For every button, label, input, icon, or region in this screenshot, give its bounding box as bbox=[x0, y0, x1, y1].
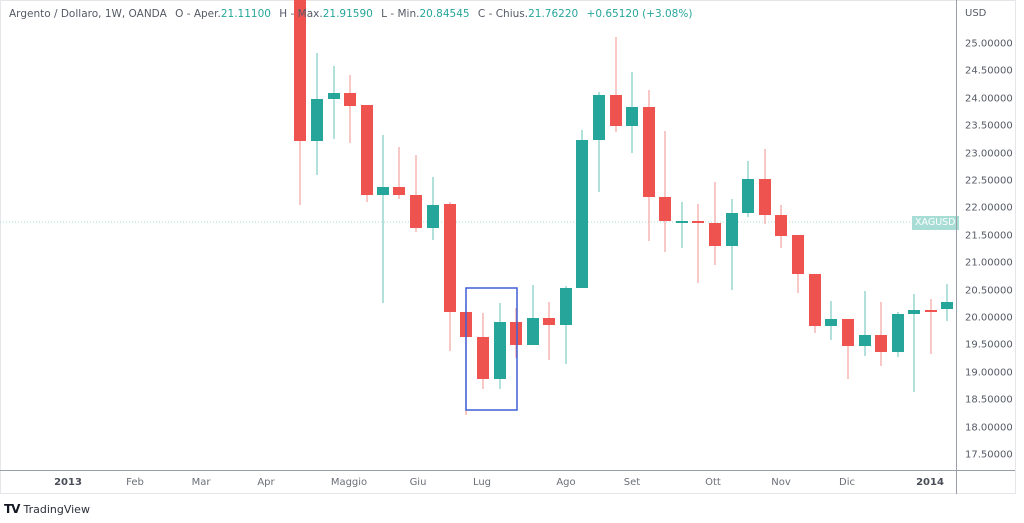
chart-legend: Argento / Dollaro, 1W, OANDA O - Aper.21… bbox=[9, 8, 692, 20]
candle[interactable] bbox=[692, 204, 704, 283]
price-tick: 17.50000 bbox=[965, 449, 1013, 461]
candle[interactable] bbox=[726, 199, 738, 290]
price-axis[interactable]: USD 25.00000 24.50000 24.00000 23.50000 23.0… bbox=[956, 0, 1016, 470]
price-tick: 22.00000 bbox=[965, 202, 1013, 214]
candle[interactable] bbox=[626, 72, 638, 153]
candle[interactable] bbox=[759, 149, 771, 224]
low-label: L - Min. bbox=[381, 8, 420, 20]
candle[interactable] bbox=[875, 302, 887, 366]
candle[interactable] bbox=[410, 155, 422, 232]
price-tick: 24.00000 bbox=[965, 93, 1013, 105]
candle[interactable] bbox=[543, 302, 555, 360]
candle[interactable] bbox=[477, 313, 489, 389]
tradingview-logo-icon: TV bbox=[4, 502, 21, 516]
candle[interactable] bbox=[328, 66, 340, 139]
chart-frame[interactable] bbox=[0, 0, 1016, 494]
candle[interactable] bbox=[809, 274, 821, 333]
candle[interactable] bbox=[527, 285, 539, 345]
axis-corner bbox=[956, 471, 957, 494]
candle[interactable] bbox=[593, 92, 605, 192]
time-tick: Apr bbox=[257, 477, 275, 488]
open-label: O - Aper. bbox=[175, 8, 221, 20]
candle[interactable] bbox=[941, 284, 953, 321]
time-tick: Feb bbox=[126, 477, 144, 488]
time-tick: Mar bbox=[191, 477, 211, 488]
high-label: H - Max. bbox=[279, 8, 323, 20]
candle[interactable] bbox=[908, 294, 920, 392]
close-value: 21.76220 bbox=[528, 8, 579, 20]
currency-label[interactable]: USD bbox=[965, 8, 987, 19]
price-tick: 18.50000 bbox=[965, 394, 1013, 406]
candle[interactable] bbox=[494, 303, 506, 389]
time-tick: Maggio bbox=[330, 477, 368, 488]
time-tick: Ott bbox=[705, 477, 721, 488]
price-tick: 20.50000 bbox=[965, 285, 1013, 297]
price-tick: 21.50000 bbox=[965, 230, 1013, 242]
price-tick: 22.50000 bbox=[965, 175, 1013, 187]
candle[interactable] bbox=[311, 53, 323, 175]
candle[interactable] bbox=[444, 202, 456, 351]
candle[interactable] bbox=[842, 319, 854, 379]
candle[interactable] bbox=[709, 182, 721, 265]
candle[interactable] bbox=[892, 312, 904, 357]
price-tick: 19.00000 bbox=[965, 367, 1013, 379]
price-tick: 20.00000 bbox=[965, 312, 1013, 324]
time-tick: 2013 bbox=[54, 477, 82, 488]
change-value: +0.65120 (+3.08%) bbox=[586, 8, 693, 20]
symbol-title[interactable]: Argento / Dollaro, 1W, OANDA bbox=[9, 8, 167, 20]
close-label: C - Chius. bbox=[477, 8, 529, 20]
candle[interactable] bbox=[775, 205, 787, 248]
time-tick: Set bbox=[623, 477, 641, 488]
time-tick: Ago bbox=[556, 477, 576, 488]
candle[interactable] bbox=[676, 202, 688, 248]
time-tick: Giu bbox=[409, 477, 427, 488]
time-tick: Nov bbox=[771, 477, 791, 488]
price-tick: 19.50000 bbox=[965, 339, 1013, 351]
price-tick: 23.00000 bbox=[965, 148, 1013, 160]
symbol-price-tag: XAGUSD bbox=[912, 216, 959, 230]
candle[interactable] bbox=[792, 235, 804, 293]
time-tick: 2014 bbox=[916, 477, 944, 488]
candle[interactable] bbox=[361, 105, 373, 202]
time-tick: Lug bbox=[472, 477, 492, 488]
tradingview-brand[interactable]: TV TradingView bbox=[4, 502, 90, 516]
low-value: 20.84545 bbox=[419, 8, 470, 20]
time-tick: Dic bbox=[839, 477, 855, 488]
candle[interactable] bbox=[560, 286, 572, 364]
candle[interactable] bbox=[643, 90, 655, 241]
open-value: 21.11100 bbox=[220, 8, 271, 20]
candle[interactable] bbox=[925, 299, 937, 354]
candle[interactable] bbox=[659, 131, 671, 252]
price-tick: 18.00000 bbox=[965, 422, 1013, 434]
price-tick: 25.00000 bbox=[965, 38, 1013, 50]
candle[interactable] bbox=[859, 291, 871, 356]
price-tick: 24.50000 bbox=[965, 65, 1013, 77]
candle[interactable] bbox=[294, 0, 306, 205]
candle[interactable] bbox=[344, 75, 356, 143]
candle[interactable] bbox=[427, 177, 439, 240]
price-tick: 21.00000 bbox=[965, 257, 1013, 269]
high-value: 21.91590 bbox=[322, 8, 373, 20]
brand-name: TradingView bbox=[23, 502, 90, 516]
candle[interactable] bbox=[393, 147, 405, 199]
candle[interactable] bbox=[742, 161, 754, 217]
candle[interactable] bbox=[576, 130, 588, 288]
candle[interactable] bbox=[510, 308, 522, 358]
candlestick-plot[interactable] bbox=[0, 0, 956, 470]
price-tick: 23.50000 bbox=[965, 120, 1013, 132]
candle[interactable] bbox=[377, 135, 389, 303]
time-axis[interactable]: 2013 Feb Mar Apr Maggio Giu Lug Ago Set Ott Nov Dic… bbox=[0, 470, 1015, 494]
candle[interactable] bbox=[610, 37, 622, 132]
highlight-rectangle[interactable] bbox=[465, 287, 518, 411]
candle[interactable] bbox=[825, 301, 837, 340]
